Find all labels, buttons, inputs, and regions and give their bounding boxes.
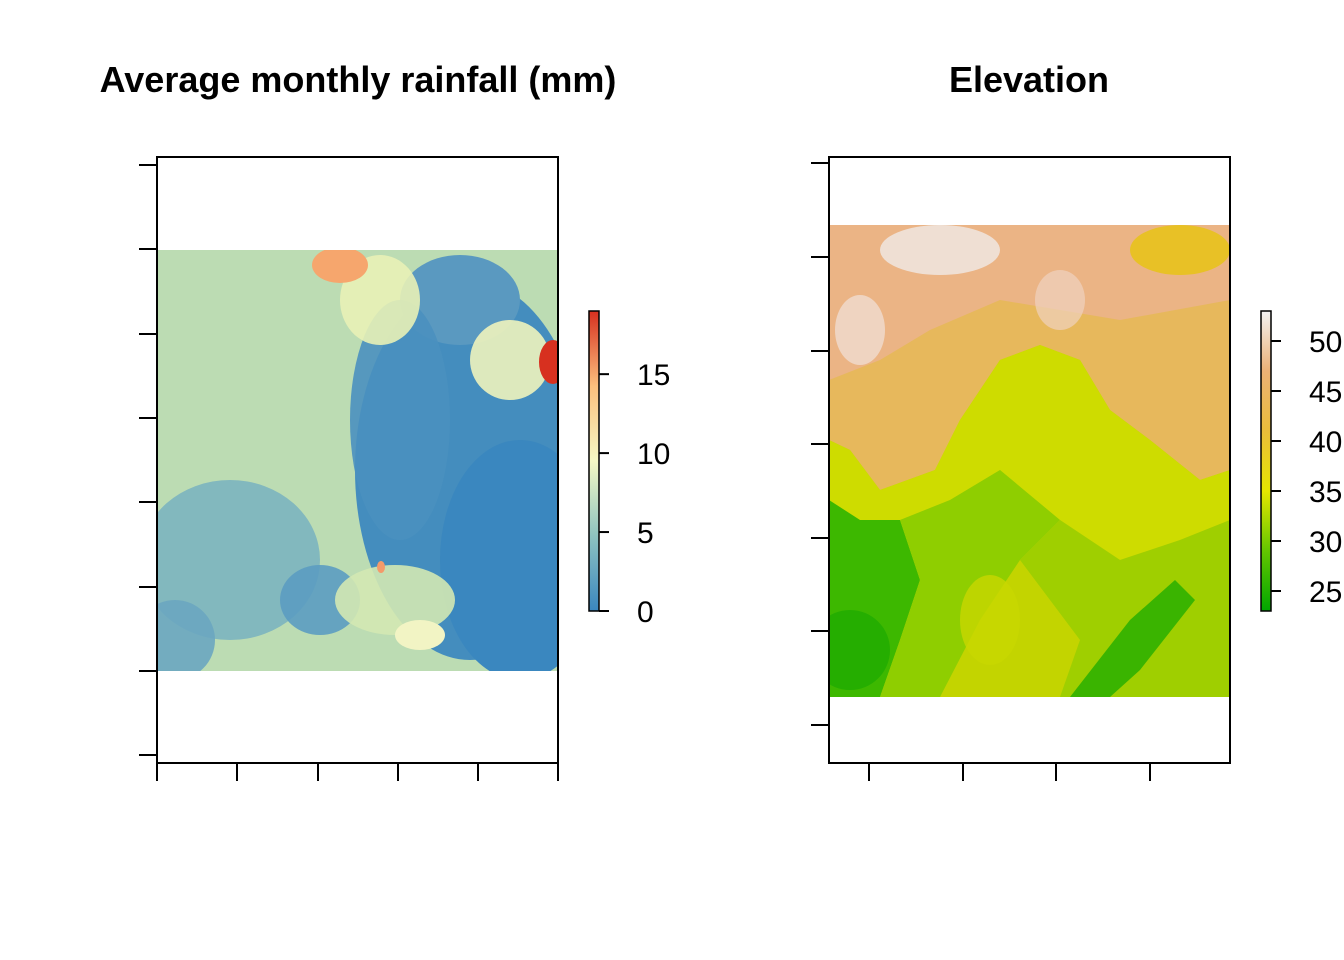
rainfall-legend-tick-label: 0 (637, 596, 654, 629)
rainfall-legend-tick-label: 10 (637, 438, 670, 471)
elevation-y-axis (811, 162, 830, 726)
elevation-legend-bar (1260, 310, 1272, 612)
elevation-legend-tick-label: 45 (1309, 376, 1342, 409)
rainfall-legend-bar (588, 310, 600, 612)
elevation-x-axis (868, 762, 1151, 781)
elevation-panel: Elevation 25 30 35 40 45 50 (811, 59, 1342, 781)
rainfall-y-axis (139, 164, 158, 756)
rainfall-panel: Average monthly rainfall (mm) (100, 59, 670, 781)
elevation-raster (829, 225, 1230, 697)
elevation-legend-tick-label: 30 (1309, 526, 1342, 559)
elevation-legend: 25 30 35 40 45 50 (1260, 310, 1342, 612)
rainfall-title: Average monthly rainfall (mm) (100, 59, 617, 100)
elevation-legend-tick-label: 25 (1309, 576, 1342, 609)
elevation-legend-tick-label: 40 (1309, 426, 1342, 459)
rainfall-x-axis (156, 762, 559, 781)
elevation-legend-tick-label: 35 (1309, 476, 1342, 509)
rainfall-legend: 0 5 10 15 (588, 310, 670, 629)
rainfall-legend-tick-label: 15 (637, 359, 670, 392)
rainfall-legend-tick-label: 5 (637, 517, 654, 550)
elevation-legend-tick-label: 50 (1309, 326, 1342, 359)
rainfall-raster (157, 250, 558, 671)
elevation-title: Elevation (949, 59, 1109, 100)
